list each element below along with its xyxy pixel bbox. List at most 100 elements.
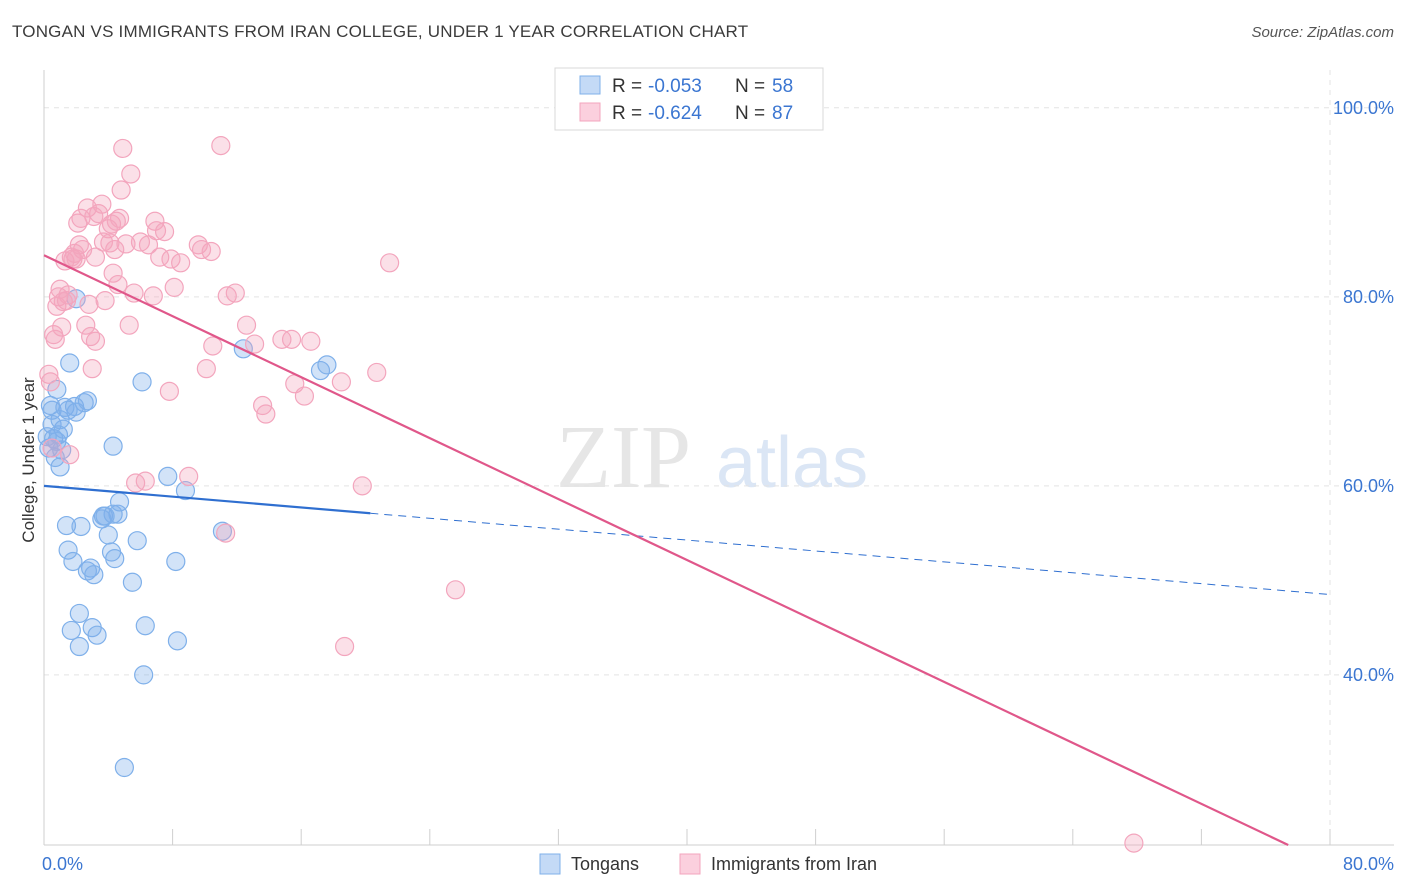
y-tick-label: 60.0% [1343,476,1394,496]
tongans-point [103,504,123,524]
iran-point [216,523,236,543]
x-tick-label: 80.0% [1343,854,1394,874]
y-tick-label: 40.0% [1343,665,1394,685]
iran-point [335,636,355,657]
tongans-point [109,492,130,512]
tongans-point [122,572,143,592]
iran-point [45,329,65,349]
iran-point [40,372,61,392]
stats-box: R = -0.053 N = 58 R = -0.624 N = 87 [554,67,824,131]
iran-point [301,331,321,351]
iran-point [58,285,78,305]
iran-point [281,329,302,349]
tongans-point [98,525,118,545]
tongans-point [77,391,98,411]
x-tick-label: 0.0% [42,854,83,874]
tongans-point [95,506,115,526]
iran-point [146,221,167,241]
iran-point [244,334,265,354]
iran-point [85,331,106,351]
iran-point [236,315,257,335]
stats-swatch-iran [579,102,601,122]
legend-swatch-iran [679,853,701,875]
tongans-point [175,480,196,501]
tongans-point [114,757,134,778]
iran-point [1124,833,1144,853]
tongans-point [158,466,178,487]
iran-point [159,381,179,401]
iran-point [121,164,141,184]
iran-point [106,211,126,231]
iran-point [76,315,96,335]
stats-n-value-iran: 87 [772,103,793,124]
iran-point [256,404,276,424]
tongans-point [105,549,125,569]
tongans-point [212,521,233,541]
chart-source: Source: ZipAtlas.com [1251,24,1394,41]
legend-label-iran: Immigrants from Iran [711,854,877,874]
iran-point [164,277,184,297]
tongans-point [58,400,78,420]
stats-r-label-iran: R = [612,103,642,124]
tongans-point [87,625,107,645]
iran-point [154,222,175,242]
tongans-point [56,515,77,536]
trend-line-tongans-extension [370,512,1331,596]
stats-n-value-tongans: 58 [772,76,793,97]
tongans-point [74,393,94,413]
iran-point [225,283,245,303]
iran-point [171,253,191,273]
tongans-point [317,355,337,375]
stats-n-label-tongans: N = [735,76,765,97]
iran-point [331,372,351,392]
watermark-zip: ZIP [556,408,691,507]
tongans-point [61,620,81,641]
iran-point [95,291,115,311]
iran-point [109,208,130,228]
watermark: ZIP atlas [556,408,868,507]
iran-point [135,471,155,491]
iran-point [42,438,62,458]
iran-point [111,180,131,200]
tongans-point [71,516,91,537]
iran-point [367,362,387,383]
iran-point [105,239,125,260]
iran-point [66,249,86,269]
stats-r-value-iran: -0.624 [648,103,702,124]
tongans-point [58,540,78,560]
iran-point [272,329,292,349]
iran-point [79,294,99,314]
iran-point [85,247,106,267]
iran-point [445,580,466,600]
y-axis-label: College, Under 1 year [19,377,38,543]
tongans-point [55,397,75,418]
iran-point [103,263,123,283]
tongans-point [69,636,89,657]
iran-point [52,317,72,337]
iran-point [203,336,223,356]
legend-swatch-tongans [539,853,561,875]
tongans-point [69,603,89,624]
iran-point [352,476,372,496]
trend-line-iran [43,254,1289,846]
iran-point [211,136,231,156]
iran-point [60,445,80,465]
y-tick-label: 80.0% [1343,287,1394,307]
iran-point [196,359,216,379]
iran-point [380,253,400,273]
legend: Tongans Immigrants from Iran [539,853,877,875]
iran-point [92,194,112,214]
iran-point [294,386,315,406]
trend-line-tongans [43,484,371,515]
series-immigrants-from-iran [39,136,1144,853]
stats-swatch-tongans [579,75,601,95]
legend-label-tongans: Tongans [571,854,639,874]
iran-point [201,241,221,262]
iran-point [191,239,212,260]
iran-point [126,473,146,493]
iran-point [116,234,136,254]
stats-n-label-iran: N = [735,103,765,124]
chart-title: TONGAN VS IMMIGRANTS FROM IRAN COLLEGE, … [12,22,749,41]
stats-r-label-tongans: R = [612,76,642,97]
iran-point [179,466,199,487]
